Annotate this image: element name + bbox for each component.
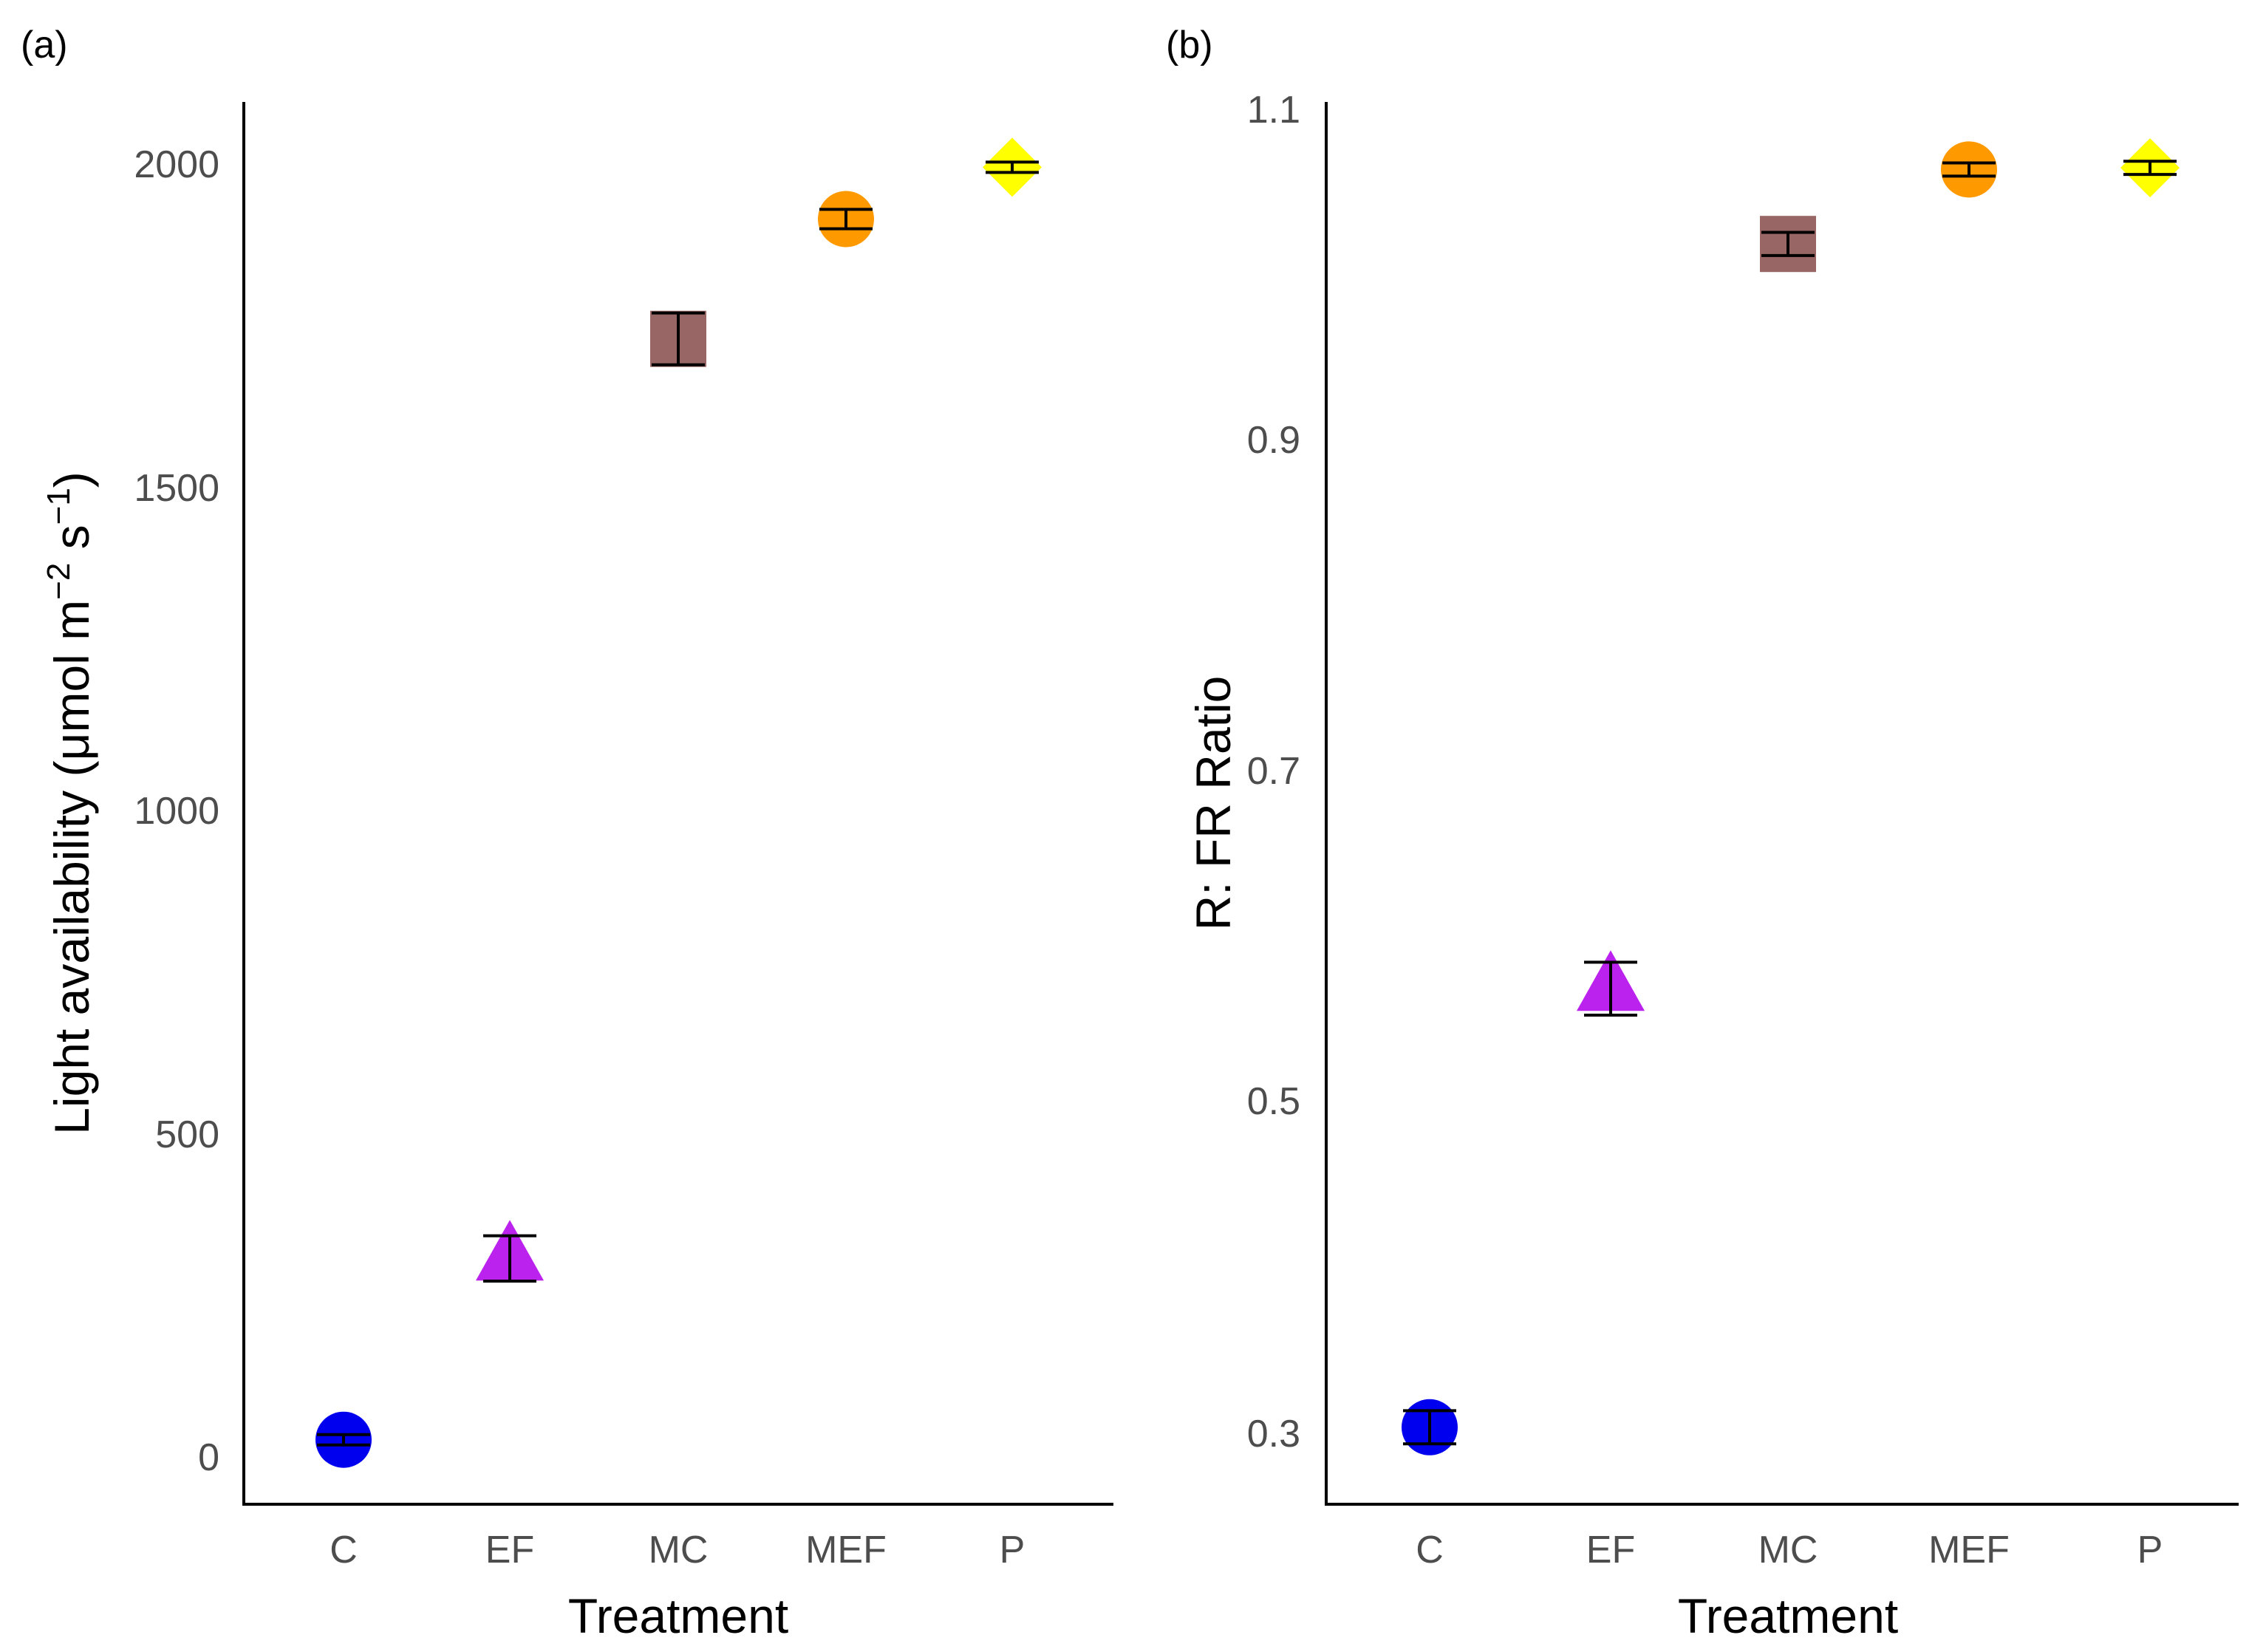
panel-a-xtick-mc: MC [649,1529,709,1571]
panel-a: (a) 0 500 1000 1500 2000 C EF MC MEF P T… [21,24,1113,1643]
panel-a-ytick-1: 500 [155,1113,219,1156]
panel-a-xtick-mef: MEF [805,1529,887,1571]
panel-a-ytick-4: 2000 [134,143,219,186]
panel-a-ytick-3: 1500 [134,467,219,510]
panel-a-xtick-c: C [330,1529,358,1571]
panel-a-label: (a) [21,24,68,66]
panel-b-ytick-3: 0.9 [1247,419,1300,462]
panel-b-errorbar-ef [1584,960,1637,1017]
panel-b-xtick-mef: MEF [1928,1529,2010,1571]
panel-b-xtick-ef: EF [1586,1529,1635,1571]
panel-a-errorbar-mef [819,208,873,231]
panel-b-errorbar-p [2123,160,2177,177]
panel-a-y-ticks: 0 500 1000 1500 2000 [134,143,219,1479]
panel-a-errorbar-c [317,1433,370,1447]
panel-a-errorbar-mc [652,311,705,366]
panel-b-xtick-c: C [1416,1529,1444,1571]
panel-b-x-ticks: C EF MC MEF P [1416,1529,2163,1571]
panel-a-xtick-ef: EF [485,1529,534,1571]
panel-a-x-ticks: C EF MC MEF P [330,1529,1025,1571]
panel-b-xtick-mc: MC [1758,1529,1818,1571]
panel-a-ytick-2: 1000 [134,790,219,833]
panel-b-ytick-4: 1.1 [1247,89,1300,132]
panel-b-ytick-0: 0.3 [1247,1413,1300,1455]
panel-a-ytick-0: 0 [198,1436,219,1479]
panel-b-errorbar-c [1403,1409,1456,1446]
panel-b-y-ticks: 0.3 0.5 0.7 0.9 1.1 [1247,89,1300,1455]
panel-b-label: (b) [1166,24,1213,66]
panel-b-x-title: Treatment [1678,1588,1898,1643]
panel-a-errorbar-p [986,160,1039,174]
panel-a-x-title: Treatment [568,1588,788,1643]
panel-b: (b) 0.3 0.5 0.7 0.9 1.1 C EF MC MEF P Tr… [1166,24,2239,1643]
panel-b-ytick-1: 0.5 [1247,1080,1300,1123]
panel-b-marks [1402,138,2180,1455]
panel-a-marks [315,137,1042,1468]
panel-b-y-title: R: FR Ratio [1186,676,1241,931]
panel-b-errorbar-mc [1761,231,1815,257]
panel-b-errorbar-mef [1942,161,1996,178]
panel-a-xtick-p: P [1000,1529,1025,1571]
panel-a-y-title: Light availability (μmol m−2 s−1) [41,471,99,1135]
panel-b-ytick-2: 0.7 [1247,750,1300,793]
panel-a-errorbar-ef [483,1234,536,1283]
panel-b-xtick-p: P [2137,1529,2163,1571]
